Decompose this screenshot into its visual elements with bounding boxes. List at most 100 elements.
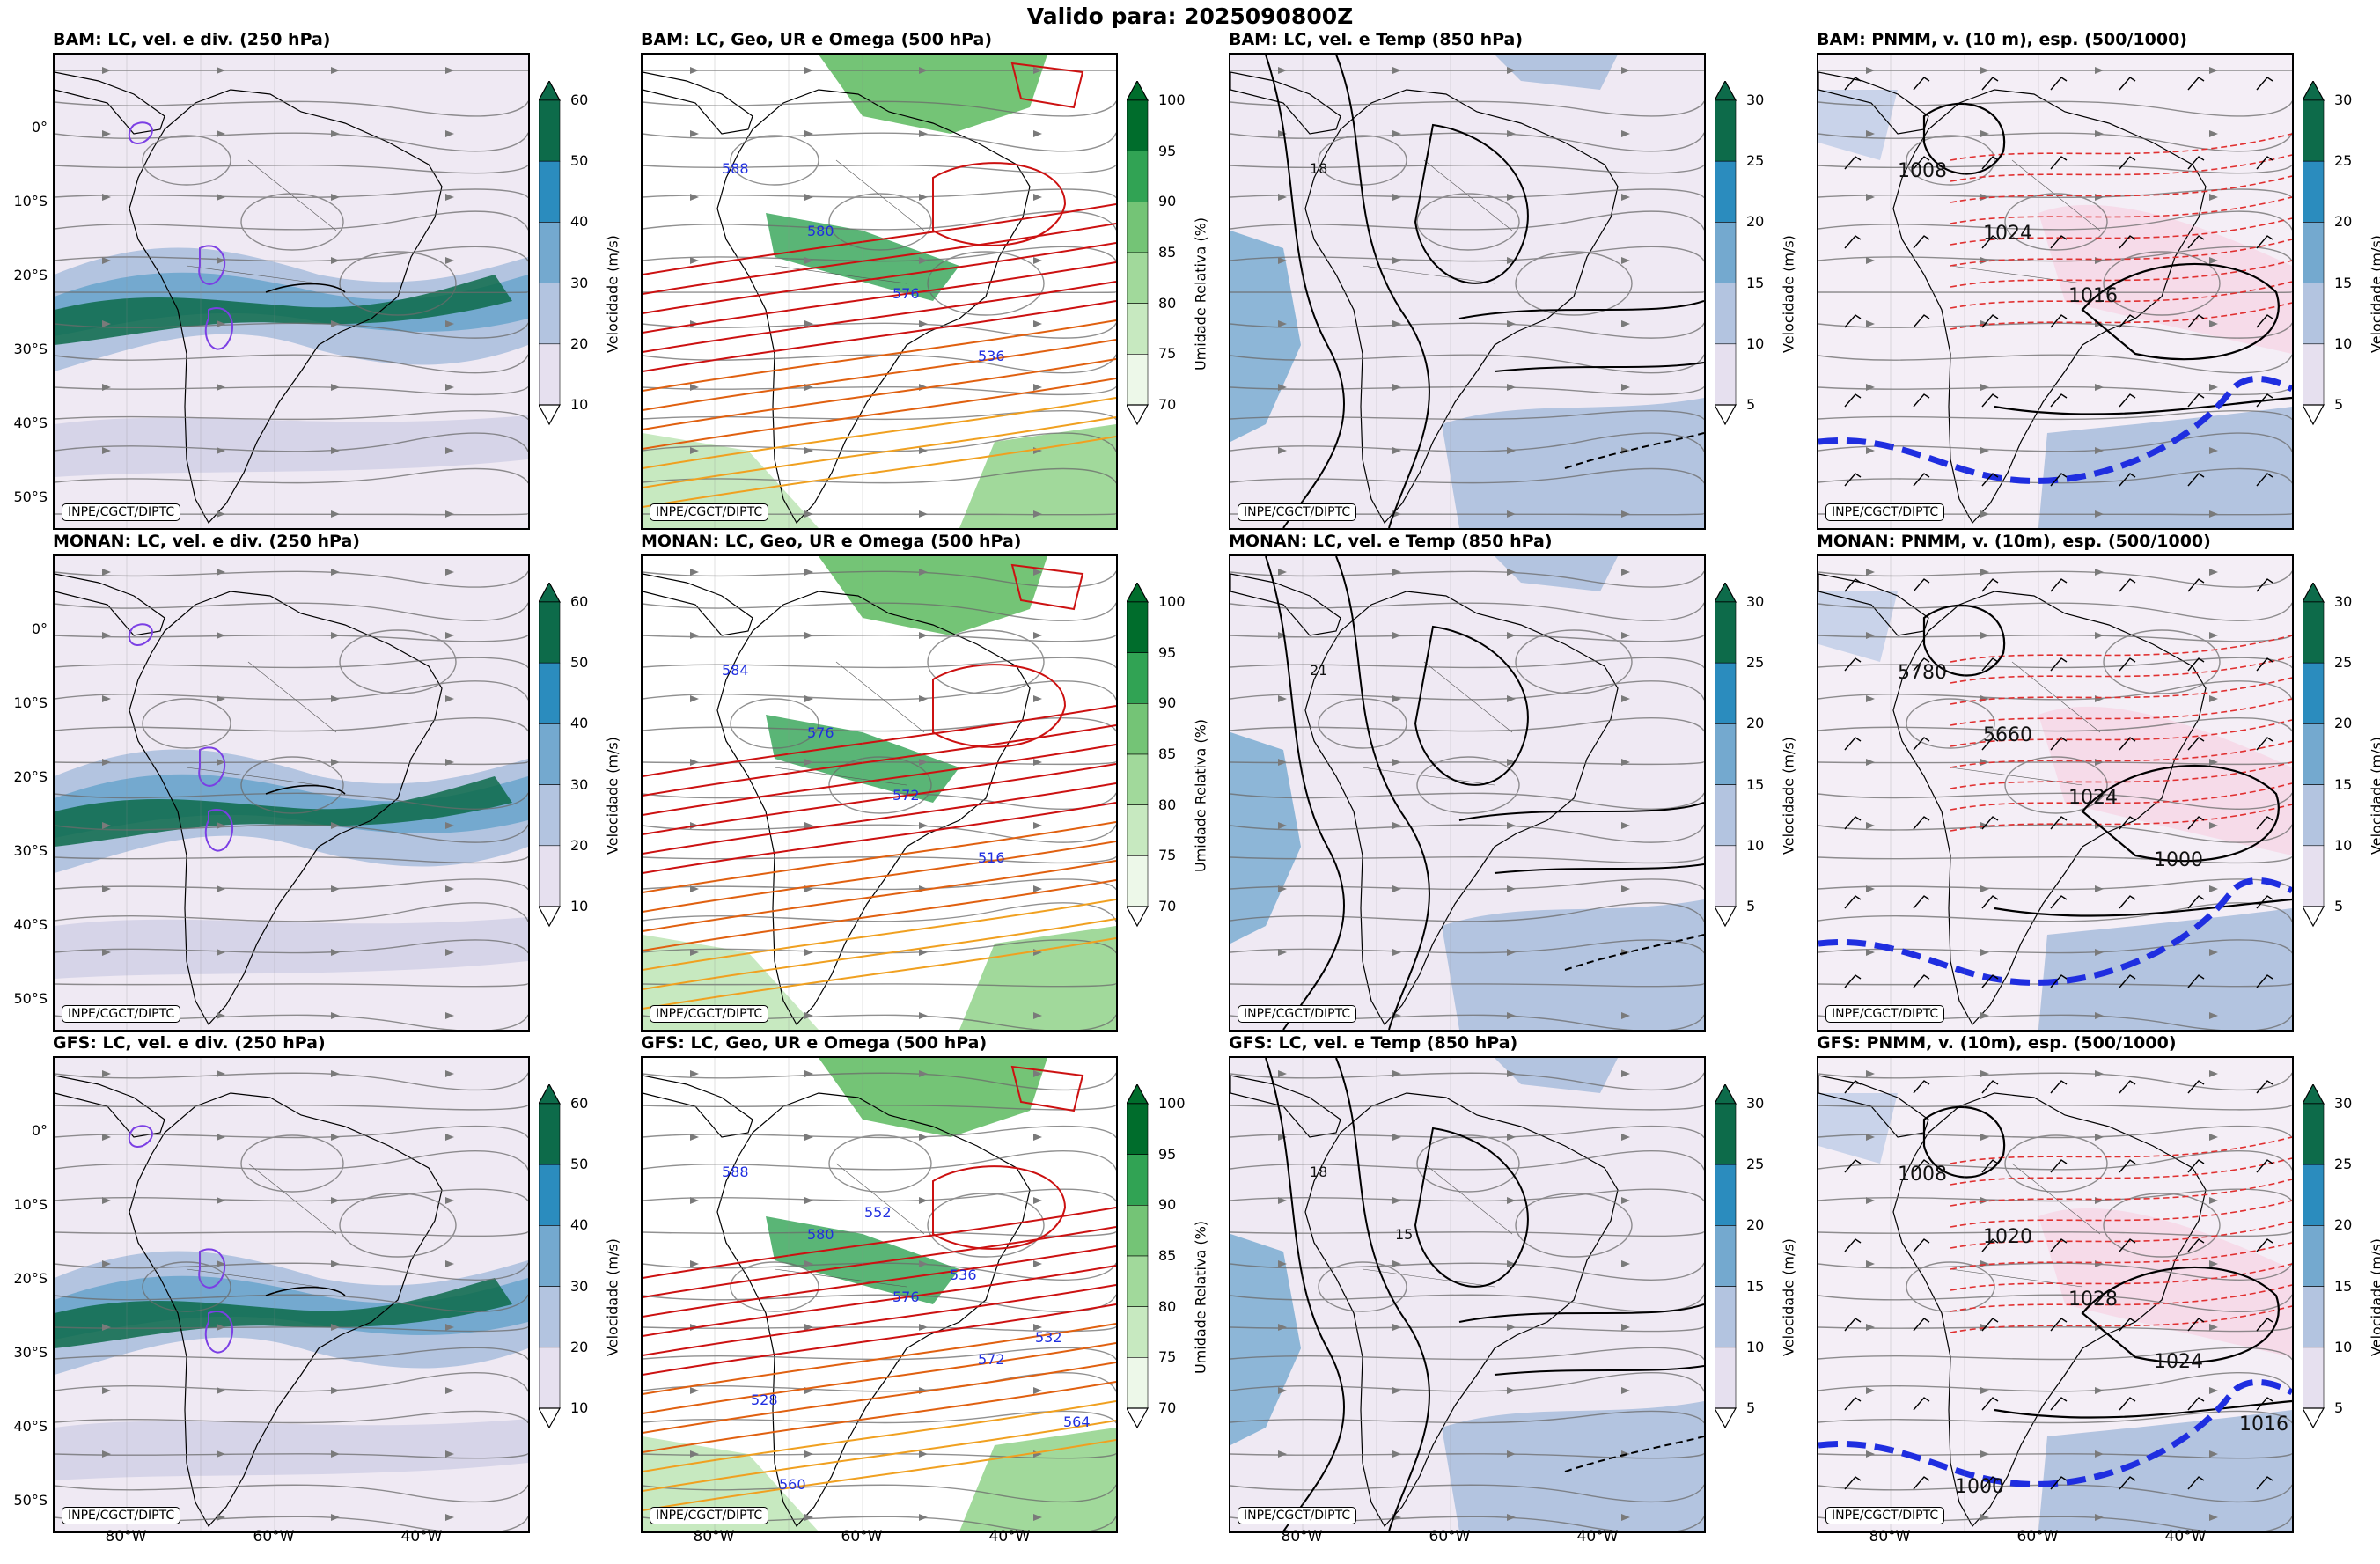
colorbar-tick: 100 [1158, 1095, 1186, 1112]
panel-title: BAM: LC, Geo, UR e Omega (500 hPa) [641, 30, 993, 49]
panel-title: GFS: LC, vel. e div. (250 hPa) [53, 1033, 326, 1053]
colorbar-tick: 75 [1158, 847, 1177, 864]
map-area: 588 580 576 536 INPE/CGCT/DIPTC [641, 53, 1118, 530]
colorbar-tick: 30 [2334, 1095, 2353, 1112]
colorbar-tick: 100 [1158, 593, 1186, 610]
colorbar-tick: 10 [570, 1399, 589, 1416]
colorbar-tick: 80 [1158, 294, 1177, 312]
colorbar-label: Velocidade (m/s) [604, 737, 621, 855]
panel-title: MONAN: LC, Geo, UR e Omega (500 hPa) [641, 532, 1022, 551]
colorbar-tick: 30 [1746, 92, 1765, 108]
contour-label: 1008 [1898, 1164, 1947, 1186]
longitude-tick: 80°W [693, 1528, 735, 1546]
map-panel-monan-1: MONAN: LC, vel. e div. (250 hPa) INPE/CGC… [13, 532, 641, 1049]
contour-label: 576 [807, 724, 834, 741]
colorbar-label: Velocidade (m/s) [604, 235, 621, 353]
colorbar: 30 25 20 15 10 5 [1715, 81, 1767, 503]
contour-label: 5780 [1898, 662, 1947, 684]
contour-label: 576 [892, 285, 920, 302]
latitude-tick: 30°S [13, 341, 48, 357]
colorbar: 30 25 20 15 10 5 [2303, 81, 2355, 503]
colorbar-tick: 5 [2334, 396, 2344, 413]
colorbar-tick: 80 [1158, 1297, 1177, 1315]
colorbar-tick: 15 [1746, 775, 1765, 793]
colorbar-tick: 30 [2334, 92, 2353, 108]
colorbar-tick: 85 [1158, 244, 1177, 261]
map-area: INPE/CGCT/DIPTC [53, 554, 530, 1032]
colorbar-tick: 30 [570, 1277, 589, 1295]
map-area: 5780 5660 1024 1000 INPE/CGCT/DIPTC [1817, 554, 2294, 1032]
map-plot [1230, 556, 1704, 1030]
colorbar-tick: 10 [2334, 1338, 2353, 1355]
panel-title: GFS: PNMM, v. (10m), esp. (500/1000) [1817, 1033, 2177, 1053]
colorbar-tick: 5 [1746, 396, 1756, 413]
colorbar-label: Velocidade (m/s) [1780, 1238, 1797, 1356]
panel-title: GFS: LC, vel. e Temp (850 hPa) [1229, 1033, 1518, 1053]
contour-label: 15 [1395, 1226, 1414, 1243]
contour-label: 1016 [2068, 285, 2118, 307]
colorbar-tick: 25 [2334, 654, 2353, 672]
colorbar-tick: 15 [2334, 1277, 2353, 1295]
colorbar-tick: 75 [1158, 1348, 1177, 1366]
colorbar-tick: 20 [1746, 213, 1765, 231]
colorbar-tick: 10 [1746, 1338, 1765, 1355]
colorbar-graphic [2303, 81, 2325, 426]
colorbar-tick: 25 [1746, 654, 1765, 672]
colorbar-tick: 30 [570, 274, 589, 291]
colorbar-graphic [1715, 583, 1737, 928]
colorbar-tick: 90 [1158, 1196, 1177, 1214]
colorbar-tick: 15 [2334, 775, 2353, 793]
contour-label: 588 [722, 160, 749, 177]
longitude-tick: 40°W [2164, 1528, 2207, 1546]
colorbar-tick: 10 [570, 396, 589, 413]
contour-label: 1024 [2068, 787, 2118, 809]
contour-label: 528 [751, 1391, 778, 1408]
panel-title: BAM: LC, vel. e div. (250 hPa) [53, 30, 331, 49]
panel-title: GFS: LC, Geo, UR e Omega (500 hPa) [641, 1033, 988, 1053]
colorbar-tick: 15 [2334, 274, 2353, 291]
map-plot [1818, 55, 2292, 528]
longitude-tick: 60°W [2016, 1528, 2059, 1546]
colorbar-tick: 20 [1746, 1216, 1765, 1234]
map-plot [1230, 1058, 1704, 1531]
colorbar-tick: 20 [2334, 213, 2353, 231]
map-panel-gfs-4: GFS: PNMM, v. (10m), esp. (500/1000) 1008… [1817, 1033, 2380, 1551]
panel-title: MONAN: LC, vel. e div. (250 hPa) [53, 532, 360, 551]
colorbar-tick: 20 [2334, 715, 2353, 732]
map-plot [55, 55, 528, 528]
colorbar-tick: 20 [2334, 1216, 2353, 1234]
colorbar-label: Velocidade (m/s) [1780, 235, 1797, 353]
latitude-tick: 40°S [13, 415, 48, 431]
colorbar: 30 25 20 15 10 5 [1715, 583, 1767, 1005]
colorbar-tick: 95 [1158, 1145, 1177, 1163]
contour-label: 1000 [1955, 1476, 2004, 1498]
colorbar-graphic [1127, 1084, 1150, 1429]
colorbar-graphic [539, 583, 562, 928]
colorbar-tick: 10 [2334, 836, 2353, 854]
colorbar: 30 25 20 15 10 5 [2303, 1084, 2355, 1507]
colorbar-tick: 70 [1158, 1399, 1177, 1416]
colorbar: 100 95 90 85 80 75 70 [1127, 1084, 1186, 1507]
contour-label: 5660 [1983, 724, 2032, 746]
colorbar-label: Velocidade (m/s) [2368, 1238, 2380, 1356]
credit-label: INPE/CGCT/DIPTC [1238, 503, 1357, 521]
colorbar-tick: 40 [570, 213, 589, 231]
colorbar-graphic [2303, 1084, 2325, 1429]
colorbar-tick: 10 [1746, 334, 1765, 352]
map-panel-bam-3: BAM: LC, vel. e Temp (850 hPa) 18 INPE/CGC… [1229, 30, 1817, 547]
colorbar-tick: 25 [1746, 1156, 1765, 1173]
map-area: INPE/CGCT/DIPTC [53, 1056, 530, 1533]
contour-label: 584 [722, 662, 749, 679]
contour-label: 572 [978, 1351, 1005, 1368]
map-plot [1230, 55, 1704, 528]
colorbar-tick: 85 [1158, 745, 1177, 762]
colorbar-tick: 75 [1158, 345, 1177, 363]
contour-label: 576 [892, 1289, 920, 1305]
latitude-tick: 50°S [13, 488, 48, 505]
credit-label: INPE/CGCT/DIPTC [1825, 1005, 1945, 1023]
colorbar-tick: 95 [1158, 643, 1177, 661]
colorbar-graphic [539, 1084, 562, 1429]
colorbar-tick: 60 [570, 1095, 589, 1112]
contour-label: 588 [722, 1164, 749, 1180]
colorbar: 30 25 20 15 10 5 [1715, 1084, 1767, 1507]
